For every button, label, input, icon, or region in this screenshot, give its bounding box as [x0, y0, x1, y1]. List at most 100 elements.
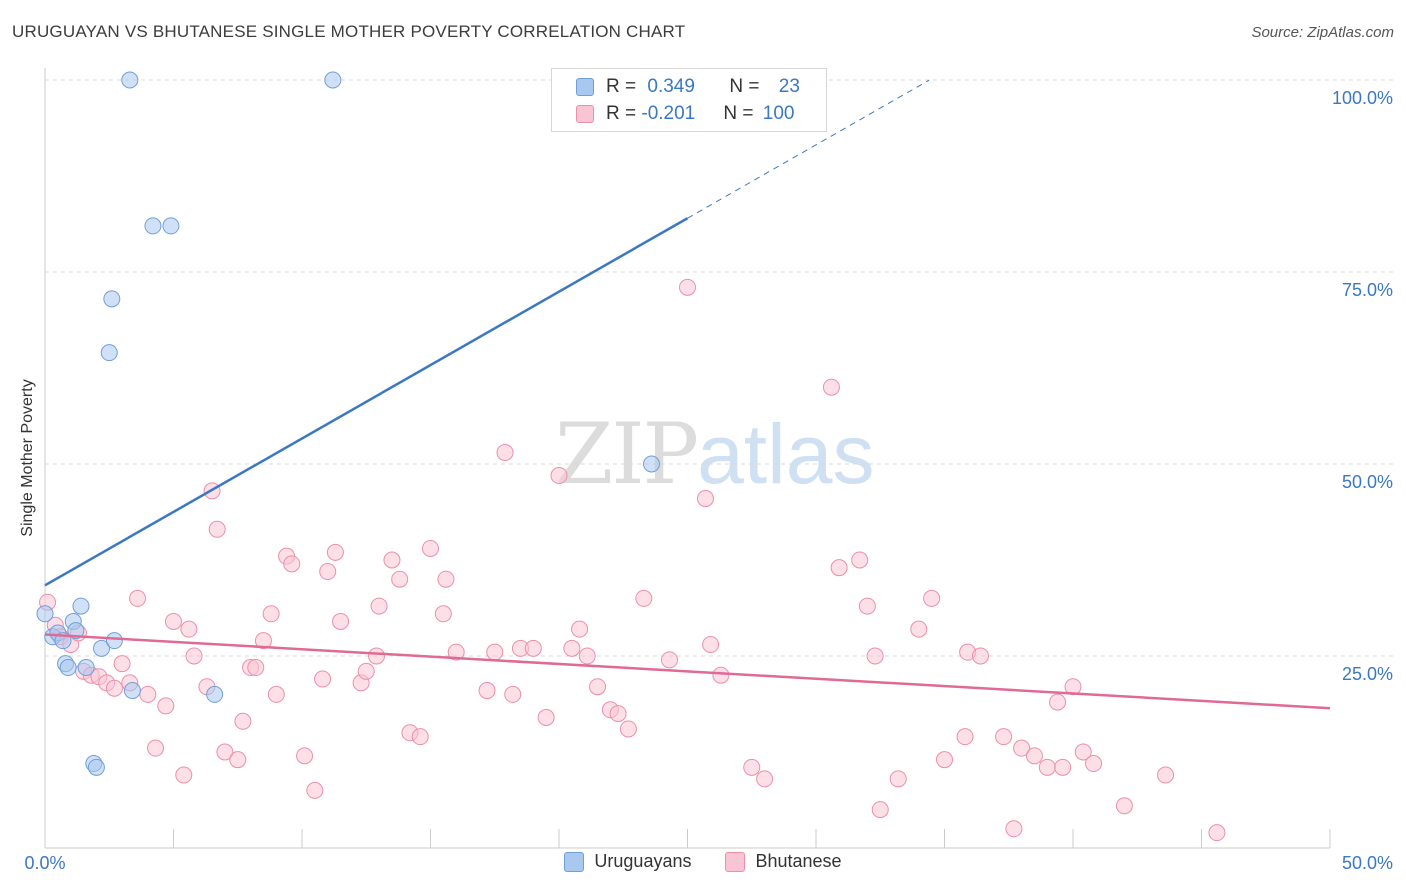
legend-swatch-uruguayans — [564, 851, 585, 872]
data-point-uruguayans — [77, 659, 95, 677]
data-point-bhutanese — [1157, 766, 1175, 784]
data-point-bhutanese — [871, 801, 889, 819]
data-point-bhutanese — [696, 490, 714, 508]
data-point-uruguayans — [105, 632, 123, 650]
data-point-bhutanese — [437, 570, 455, 588]
data-point-bhutanese — [434, 605, 452, 623]
data-point-bhutanese — [851, 551, 869, 569]
data-point-bhutanese — [1208, 824, 1226, 842]
data-point-bhutanese — [589, 678, 607, 696]
n-label: N = — [723, 103, 759, 124]
data-point-bhutanese — [1054, 758, 1072, 776]
legend-row-uruguayans: R = 0.349 N = 23 — [576, 75, 800, 99]
data-point-bhutanese — [1038, 758, 1056, 776]
data-point-bhutanese — [411, 728, 429, 746]
x-tick-label: 50.0% — [1342, 853, 1393, 873]
watermark-zip: ZIP — [555, 405, 699, 503]
y-axis-label: Single Mother Poverty — [19, 379, 36, 537]
data-point-bhutanese — [319, 563, 337, 581]
data-point-bhutanese — [756, 770, 774, 788]
data-point-uruguayans — [93, 639, 111, 657]
data-point-bhutanese — [1005, 820, 1023, 838]
data-point-bhutanese — [216, 743, 234, 761]
data-point-bhutanese — [113, 655, 131, 673]
data-point-bhutanese — [910, 620, 928, 638]
source-label: Source: ZipAtlas.com — [1251, 24, 1394, 41]
data-point-bhutanese — [679, 278, 696, 296]
data-point-bhutanese — [370, 597, 388, 615]
data-point-uruguayans — [59, 659, 77, 677]
data-point-bhutanese — [391, 570, 409, 588]
y-tick-label: 75.0% — [1342, 280, 1393, 300]
data-point-bhutanese — [858, 597, 876, 615]
data-point-uruguayans — [162, 217, 180, 235]
data-point-bhutanese — [702, 635, 720, 653]
n-label: N = — [729, 76, 765, 97]
data-point-bhutanese — [830, 559, 848, 577]
data-point-uruguayans — [67, 622, 85, 640]
data-point-uruguayans — [100, 344, 118, 362]
data-point-bhutanese — [923, 589, 941, 607]
data-point-bhutanese — [478, 682, 496, 700]
y-tick-label: 100.0% — [1332, 88, 1393, 108]
data-point-bhutanese — [537, 708, 555, 726]
data-point-bhutanese — [1025, 747, 1043, 765]
legend-row-bhutanese: R = -0.201 N = 100 — [576, 102, 794, 126]
legend-swatch-bhutanese — [725, 851, 746, 872]
data-point-bhutanese — [743, 758, 761, 776]
data-point-bhutanese — [175, 766, 193, 784]
data-point-bhutanese — [550, 467, 568, 485]
data-point-bhutanese — [486, 643, 504, 661]
data-point-bhutanese — [619, 720, 637, 738]
data-point-bhutanese — [936, 751, 953, 769]
watermark: ZIPatlas — [555, 405, 875, 503]
data-point-bhutanese — [563, 639, 581, 657]
data-point-bhutanese — [283, 555, 301, 573]
data-point-bhutanese — [357, 662, 375, 680]
data-point-bhutanese — [267, 685, 285, 703]
data-point-bhutanese — [105, 679, 123, 697]
legend-swatch-uruguayans — [576, 78, 594, 96]
data-point-bhutanese — [1115, 797, 1133, 815]
data-point-bhutanese — [129, 589, 147, 607]
data-point-bhutanese — [956, 728, 974, 746]
data-point-uruguayans — [87, 758, 105, 776]
data-point-bhutanese — [609, 705, 627, 723]
data-point-bhutanese — [1085, 755, 1103, 773]
r-label: R = — [606, 76, 642, 97]
data-point-uruguayans — [643, 455, 661, 473]
data-point-bhutanese — [1074, 743, 1092, 761]
data-point-bhutanese — [661, 651, 679, 669]
data-point-uruguayans — [36, 605, 54, 623]
x-tick-label: 0.0% — [24, 853, 65, 873]
data-point-bhutanese — [234, 712, 252, 730]
data-point-uruguayans — [72, 597, 90, 615]
data-point-uruguayans — [144, 217, 162, 235]
trend-line-uruguayans — [44, 217, 689, 587]
data-point-bhutanese — [889, 770, 907, 788]
y-tick-label: 25.0% — [1342, 664, 1393, 684]
data-point-uruguayans — [121, 71, 139, 89]
data-point-bhutanese — [447, 643, 465, 661]
data-point-bhutanese — [185, 647, 203, 665]
legend-item-uruguayans[interactable]: Uruguayans — [564, 851, 691, 872]
data-point-bhutanese — [1013, 739, 1031, 757]
data-point-bhutanese — [422, 539, 439, 557]
data-point-bhutanese — [326, 543, 344, 561]
data-point-bhutanese — [524, 639, 542, 657]
data-point-uruguayans — [103, 290, 121, 308]
data-point-bhutanese — [1049, 693, 1067, 711]
chart-title: URUGUAYAN VS BHUTANESE SINGLE MOTHER POV… — [12, 22, 686, 41]
r-value: 0.349 — [647, 76, 695, 97]
data-point-uruguayans — [324, 71, 342, 89]
data-point-bhutanese — [306, 781, 324, 799]
trend-line-uruguayans-extension — [687, 79, 930, 219]
data-point-bhutanese — [971, 647, 989, 665]
data-point-bhutanese — [332, 612, 350, 630]
legend-item-bhutanese[interactable]: Bhutanese — [725, 851, 842, 872]
data-point-bhutanese — [496, 443, 514, 461]
data-point-bhutanese — [995, 728, 1013, 746]
n-value: 23 — [778, 76, 800, 97]
legend-label-uruguayans: Uruguayans — [594, 851, 692, 871]
